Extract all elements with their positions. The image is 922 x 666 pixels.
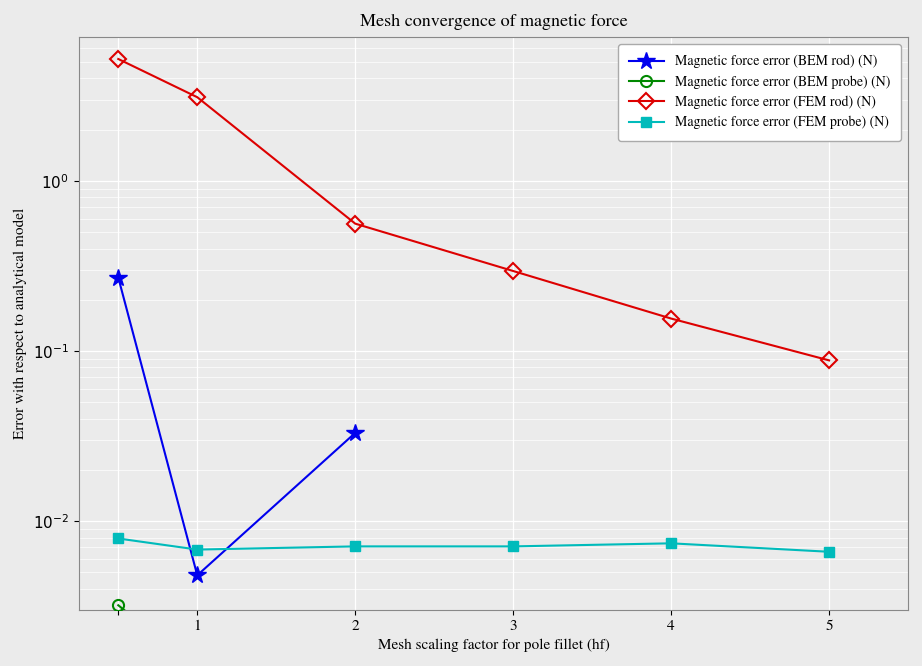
Magnetic force error (FEM rod) (N) — [666, 314, 677, 322]
Magnetic force error (FEM probe) (N) — [349, 542, 361, 550]
Magnetic force error (FEM probe) (N) — [192, 545, 203, 553]
Title: Mesh convergence of magnetic force: Mesh convergence of magnetic force — [360, 14, 627, 30]
Magnetic force error (FEM rod) (N) — [349, 220, 361, 228]
Magnetic force error (FEM rod) (N) — [508, 267, 519, 275]
Line: Magnetic force error (FEM rod) (N): Magnetic force error (FEM rod) (N) — [112, 53, 834, 366]
Magnetic force error (BEM rod) (N) — [112, 274, 124, 282]
Magnetic force error (FEM rod) (N) — [192, 93, 203, 101]
Magnetic force error (FEM probe) (N) — [508, 542, 519, 550]
Magnetic force error (BEM rod) (N) — [192, 571, 203, 579]
Magnetic force error (FEM probe) (N) — [666, 539, 677, 547]
Line: Magnetic force error (FEM probe) (N): Magnetic force error (FEM probe) (N) — [113, 533, 834, 557]
Y-axis label: Error with respect to analytical model: Error with respect to analytical model — [14, 208, 28, 439]
Magnetic force error (FEM rod) (N) — [823, 356, 834, 364]
Magnetic force error (BEM rod) (N) — [349, 429, 361, 437]
Line: Magnetic force error (BEM probe) (N): Magnetic force error (BEM probe) (N) — [112, 599, 361, 666]
X-axis label: Mesh scaling factor for pole fillet (hf): Mesh scaling factor for pole fillet (hf) — [377, 639, 609, 652]
Magnetic force error (FEM probe) (N) — [823, 547, 834, 555]
Magnetic force error (BEM probe) (N) — [192, 665, 203, 666]
Line: Magnetic force error (BEM rod) (N): Magnetic force error (BEM rod) (N) — [110, 268, 364, 584]
Legend: Magnetic force error (BEM rod) (N), Magnetic force error (BEM probe) (N), Magnet: Magnetic force error (BEM rod) (N), Magn… — [618, 44, 901, 141]
Magnetic force error (FEM probe) (N) — [112, 535, 124, 543]
Magnetic force error (BEM probe) (N) — [112, 601, 124, 609]
Magnetic force error (FEM rod) (N) — [112, 55, 124, 63]
